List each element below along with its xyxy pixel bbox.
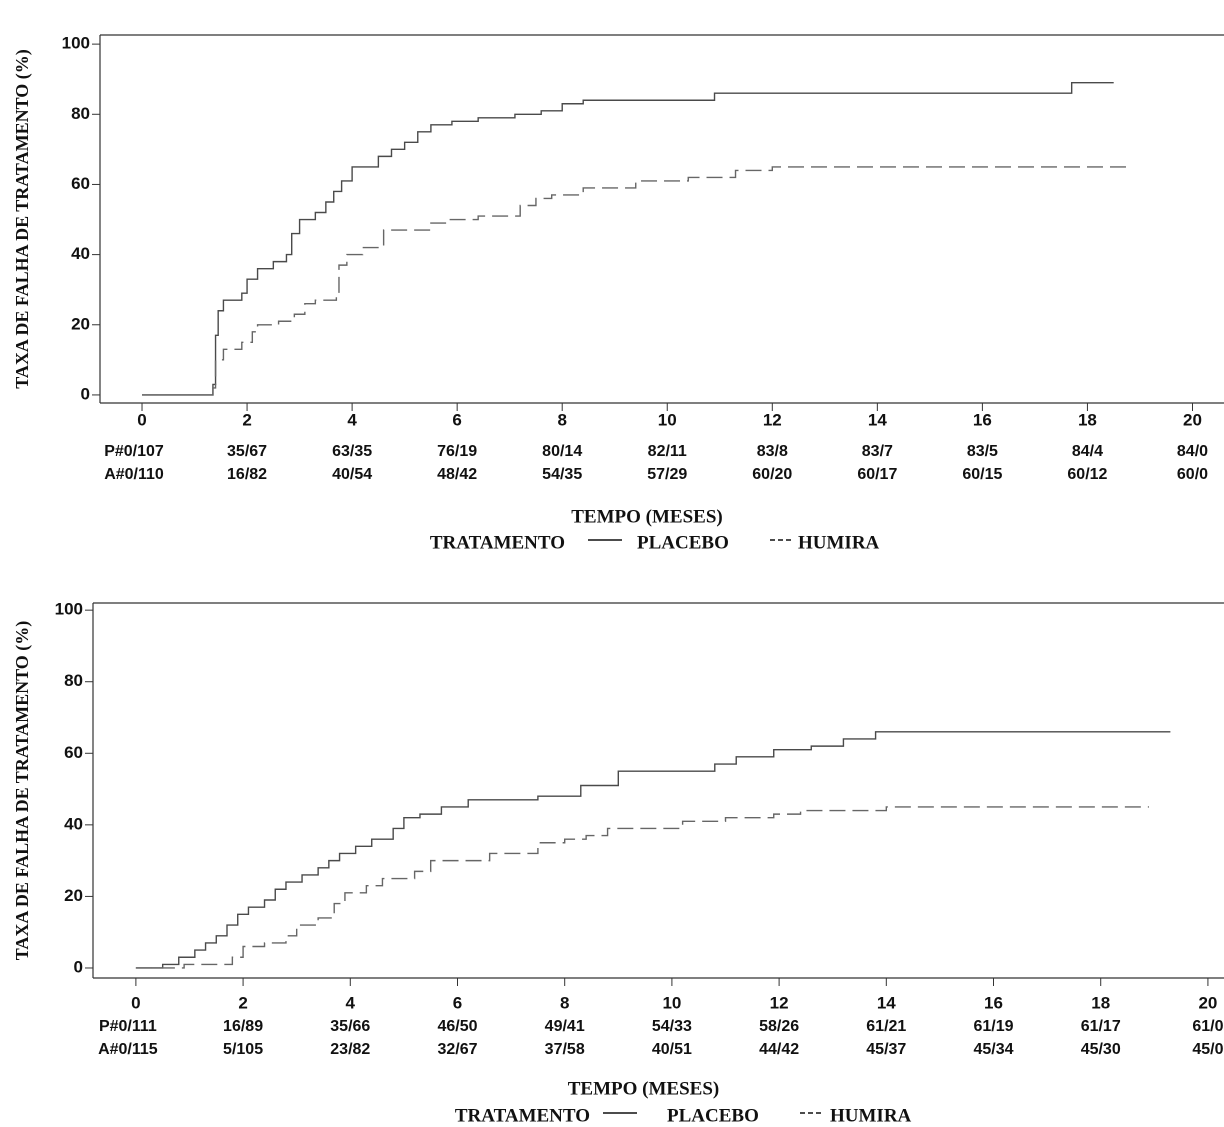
risk-table-cell: 46/50	[437, 1018, 477, 1035]
survival-curve	[142, 82, 1114, 396]
y-tick-label: 40	[64, 814, 83, 833]
risk-table-cell: 35/67	[227, 443, 267, 460]
risk-table-cell: 45/34	[973, 1041, 1013, 1058]
x-tick-label: 8	[560, 993, 569, 1012]
x-tick-label: 16	[984, 993, 1003, 1012]
y-tick-label: 80	[64, 671, 83, 690]
legend-label: HUMIRA	[830, 1105, 912, 1126]
x-tick-label: 0	[137, 410, 146, 429]
y-tick-label: 40	[71, 244, 90, 263]
x-tick-label: 18	[1078, 410, 1097, 429]
legend-label: PLACEBO	[637, 532, 729, 553]
x-tick-label: 12	[763, 410, 782, 429]
y-axis-title: TAXA DE FALHA DE TRATAMENTO (%)	[12, 49, 33, 389]
risk-table-cell: 60/20	[752, 466, 792, 483]
risk-table-cell: 61/21	[866, 1018, 906, 1035]
risk-table-cell: 83/8	[757, 443, 788, 460]
x-tick-label: 12	[770, 993, 789, 1012]
x-tick-label: 2	[238, 993, 247, 1012]
y-tick-label: 0	[74, 957, 83, 976]
risk-table-cell: 40/54	[332, 466, 372, 483]
x-tick-label: 4	[347, 410, 357, 429]
risk-table-cell: 60/0	[1177, 466, 1208, 483]
risk-table-cell: 60/12	[1067, 466, 1107, 483]
legend-title: TRATAMENTO	[430, 532, 565, 553]
risk-table-cell: 84/4	[1072, 443, 1103, 460]
x-tick-label: 10	[662, 993, 681, 1012]
risk-table-cell: 48/42	[437, 466, 477, 483]
y-tick-label: 20	[64, 886, 83, 905]
x-tick-label: 10	[658, 410, 677, 429]
risk-table-cell: 83/7	[862, 443, 893, 460]
x-tick-label: 18	[1091, 993, 1110, 1012]
y-tick-label: 60	[64, 743, 83, 762]
x-tick-label: 6	[453, 993, 462, 1012]
risk-table-cell: 76/19	[437, 443, 477, 460]
risk-table-cell: A#0/110	[104, 466, 164, 483]
x-tick-label: 8	[557, 410, 566, 429]
risk-table-cell: P#0/107	[104, 443, 164, 460]
risk-table-cell: 84/0	[1177, 443, 1208, 460]
risk-table-cell: 61/17	[1081, 1018, 1121, 1035]
risk-table-cell: 49/41	[545, 1018, 585, 1035]
risk-table-cell: 37/58	[545, 1041, 585, 1058]
risk-table-cell: 60/17	[857, 466, 897, 483]
risk-table-cell: 5/105	[223, 1041, 263, 1058]
risk-table-cell: 54/35	[542, 466, 582, 483]
risk-table-cell: 61/0	[1192, 1018, 1223, 1035]
x-tick-label: 20	[1198, 993, 1217, 1012]
x-axis-title: TEMPO (MESES)	[571, 506, 722, 527]
survival-curve	[142, 166, 1130, 396]
risk-table-cell: 82/11	[648, 443, 687, 460]
x-tick-label: 6	[452, 410, 461, 429]
risk-table-cell: 16/82	[227, 466, 267, 483]
y-tick-label: 20	[71, 314, 90, 333]
x-tick-label: 2	[242, 410, 251, 429]
risk-table-cell: 57/29	[647, 466, 687, 483]
risk-table-cell: 61/19	[973, 1018, 1013, 1035]
risk-table-cell: 58/26	[759, 1018, 799, 1035]
y-tick-label: 100	[55, 600, 83, 619]
y-tick-label: 100	[62, 34, 90, 53]
risk-table-cell: 80/14	[542, 443, 582, 460]
risk-table-cell: A#0/115	[98, 1041, 158, 1058]
risk-table-cell: 45/37	[866, 1041, 906, 1058]
x-tick-label: 4	[346, 993, 356, 1012]
risk-table-cell: 32/67	[437, 1041, 477, 1058]
legend-label: HUMIRA	[798, 532, 880, 553]
risk-table-cell: 83/5	[967, 443, 998, 460]
risk-table-cell: 60/15	[962, 466, 1002, 483]
y-tick-label: 0	[81, 384, 90, 403]
legend-label: PLACEBO	[667, 1105, 759, 1126]
survival-curve	[135, 806, 1149, 969]
risk-table-cell: 54/33	[652, 1018, 692, 1035]
x-tick-label: 14	[868, 410, 887, 429]
risk-table-cell: 63/35	[332, 443, 372, 460]
x-tick-label: 16	[973, 410, 992, 429]
risk-table-cell: 45/0	[1192, 1041, 1223, 1058]
risk-table-cell: 45/30	[1081, 1041, 1121, 1058]
risk-table-cell: 35/66	[330, 1018, 370, 1035]
y-tick-label: 80	[71, 104, 90, 123]
risk-table-cell: P#0/111	[99, 1018, 157, 1035]
y-axis-title: TAXA DE FALHA DE TRATAMENTO (%)	[12, 621, 33, 961]
risk-table-cell: 44/42	[759, 1041, 799, 1058]
survival-curve	[135, 731, 1171, 969]
risk-table-cell: 23/82	[330, 1041, 370, 1058]
x-tick-label: 0	[131, 993, 140, 1012]
x-tick-label: 14	[877, 993, 896, 1012]
risk-table-cell: 40/51	[652, 1041, 692, 1058]
x-tick-label: 20	[1183, 410, 1202, 429]
risk-table-cell: 16/89	[223, 1018, 263, 1035]
legend-title: TRATAMENTO	[455, 1105, 590, 1126]
x-axis-title: TEMPO (MESES)	[568, 1078, 719, 1099]
y-tick-label: 60	[71, 174, 90, 193]
